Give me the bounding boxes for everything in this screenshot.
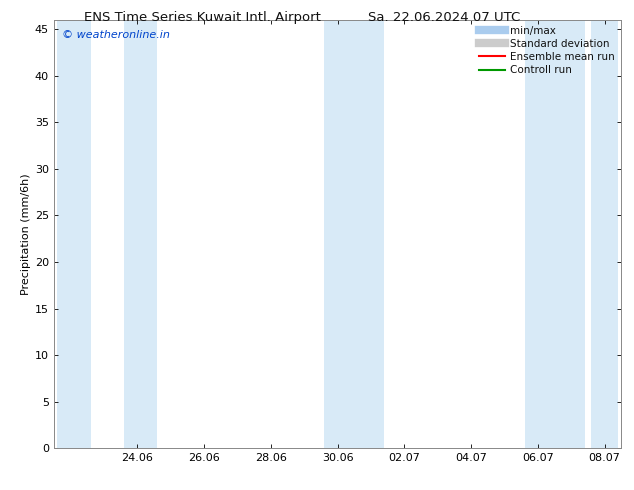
Bar xyxy=(124,20,157,448)
Text: ENS Time Series Kuwait Intl. Airport: ENS Time Series Kuwait Intl. Airport xyxy=(84,11,321,24)
Legend: min/max, Standard deviation, Ensemble mean run, Controll run: min/max, Standard deviation, Ensemble me… xyxy=(476,23,618,78)
Bar xyxy=(592,20,618,448)
Text: © weatheronline.in: © weatheronline.in xyxy=(62,30,171,40)
Text: Sa. 22.06.2024 07 UTC: Sa. 22.06.2024 07 UTC xyxy=(368,11,520,24)
Y-axis label: Precipitation (mm/6h): Precipitation (mm/6h) xyxy=(21,173,30,295)
Bar xyxy=(524,20,585,448)
Bar xyxy=(57,20,91,448)
Bar xyxy=(324,20,384,448)
